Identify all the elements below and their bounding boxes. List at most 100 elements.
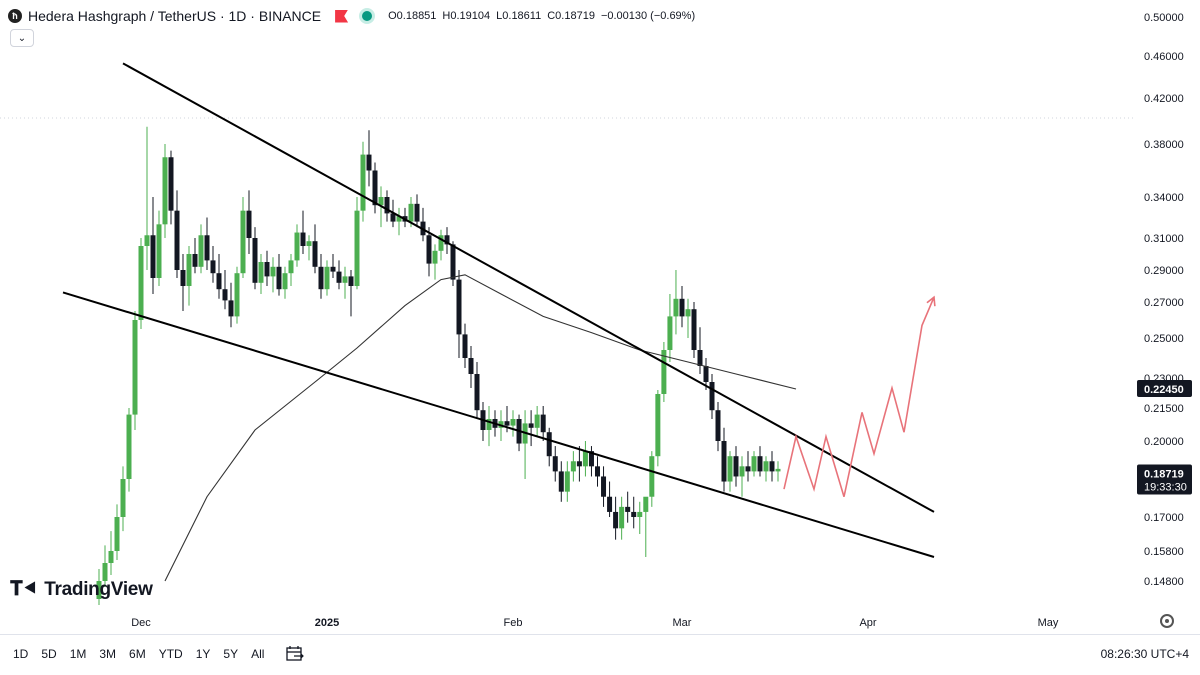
candle [306, 235, 312, 261]
candle-body [613, 511, 619, 529]
candle [522, 410, 528, 479]
candle-body [384, 197, 390, 214]
candle-body [468, 358, 474, 374]
candle [769, 451, 775, 482]
candle-body [156, 224, 162, 278]
candle-body [102, 563, 108, 581]
candle-body [330, 266, 336, 272]
candle [222, 270, 228, 310]
candle [258, 254, 264, 294]
candle [174, 190, 180, 278]
candle-body [661, 350, 667, 394]
candle [348, 270, 354, 317]
collapse-legend-button[interactable]: ⌄ [10, 29, 34, 47]
range-ytd-button[interactable]: YTD [158, 647, 183, 661]
candle [96, 569, 102, 605]
candle-body [342, 276, 348, 283]
candle-body [691, 309, 697, 350]
range-5d-button[interactable]: 5D [41, 647, 57, 661]
range-all-button[interactable]: All [251, 647, 265, 661]
candle-body [595, 466, 600, 477]
candle-body [697, 350, 703, 366]
candle [558, 461, 564, 502]
candle-body [709, 382, 715, 411]
price-tick-label: 0.15800 [1144, 546, 1184, 558]
candle-body [132, 320, 138, 415]
range-1m-button[interactable]: 1M [69, 647, 87, 661]
candle [715, 402, 721, 452]
candle-body [276, 266, 282, 290]
candle [384, 190, 390, 222]
candle [649, 451, 655, 507]
candle-body [564, 471, 570, 492]
candle [775, 461, 781, 482]
projection-arrowhead [926, 295, 936, 307]
range-6m-button[interactable]: 6M [129, 647, 146, 661]
candle [144, 126, 150, 270]
candle-body [546, 432, 552, 457]
candle [198, 224, 204, 274]
candle-body [336, 271, 342, 283]
candle-body [426, 235, 432, 264]
candle-body [318, 266, 324, 290]
candle [564, 461, 570, 502]
range-1d-button[interactable]: 1D [13, 647, 29, 661]
candle [462, 323, 468, 368]
candle-body [631, 511, 637, 517]
gear-icon[interactable] [1160, 614, 1174, 628]
candle-body [444, 235, 450, 245]
candle-body [625, 506, 631, 512]
range-5y-button[interactable]: 5Y [223, 647, 239, 661]
candle-body [601, 476, 607, 497]
candle [637, 501, 643, 534]
candle [691, 302, 697, 358]
candle [595, 456, 600, 487]
candle [420, 207, 426, 242]
ohlc-open: O0.18851 [388, 10, 437, 22]
candle-body [432, 250, 438, 264]
candle [727, 451, 733, 492]
candle-body [108, 551, 114, 563]
range-1y-button[interactable]: 1Y [195, 647, 211, 661]
candle-body [240, 210, 246, 274]
candle-body [528, 423, 534, 428]
tradingview-logo[interactable]: 𝐓⯇ TradingView [10, 578, 153, 601]
lower-trendline[interactable] [62, 291, 935, 558]
candle-body [222, 289, 228, 301]
candle-body [312, 241, 318, 267]
moving-average-line [164, 274, 797, 582]
candle-body [685, 309, 691, 317]
candle [180, 254, 186, 311]
price-tick-label: 0.34000 [1144, 192, 1184, 204]
flag-icon[interactable] [335, 9, 349, 23]
candle [192, 238, 198, 274]
candle [709, 374, 715, 419]
candle-body [504, 421, 510, 426]
candle-body [306, 241, 312, 246]
candle [751, 451, 757, 477]
candle [745, 451, 751, 482]
calendar-goto-icon[interactable] [286, 646, 305, 662]
candle-body [588, 451, 594, 467]
candle-body [198, 235, 204, 267]
candle [474, 362, 480, 419]
candle [733, 446, 739, 487]
projection-path[interactable] [783, 296, 935, 497]
price-tick-label: 0.17000 [1144, 512, 1184, 524]
price-tick-label: 0.14800 [1144, 576, 1184, 588]
candle-body [126, 414, 132, 479]
upper-trendline[interactable] [122, 62, 935, 513]
candle [396, 207, 402, 236]
time-tick-label: Mar [673, 617, 692, 629]
candle [228, 282, 234, 328]
candle-body [282, 273, 288, 290]
candle [546, 427, 552, 467]
candle [210, 246, 216, 283]
utc-clock[interactable]: 08:26:30 UTC+4 [1100, 647, 1189, 661]
range-3m-button[interactable]: 3M [99, 647, 117, 661]
symbol-title[interactable]: Hedera Hashgraph / TetherUS · 1D · BINAN… [28, 8, 322, 24]
candle-body [210, 260, 216, 274]
candle [516, 414, 522, 452]
candle-body [456, 279, 462, 335]
